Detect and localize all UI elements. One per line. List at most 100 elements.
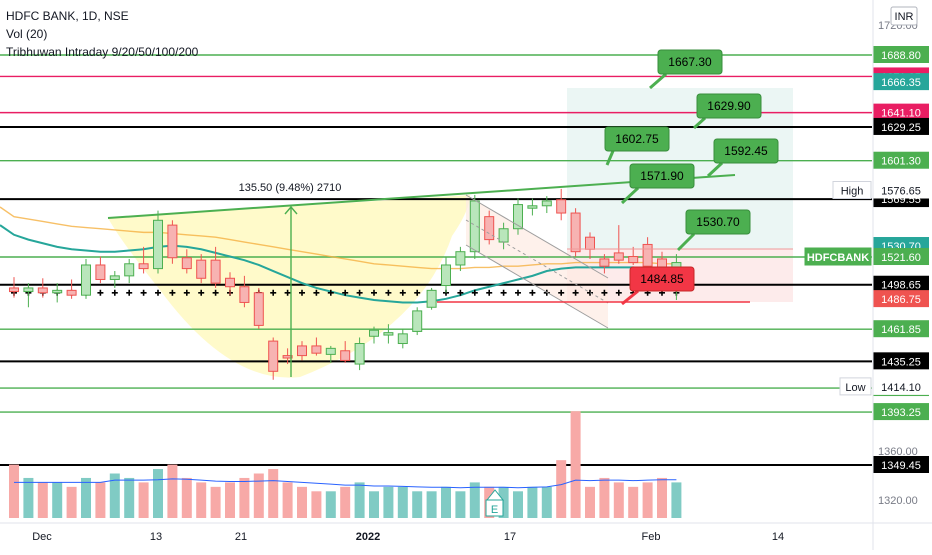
volume-bar xyxy=(469,482,480,518)
candle-body xyxy=(570,212,581,253)
candle-body xyxy=(340,350,351,361)
level-price-label: 1349.45 xyxy=(873,456,929,473)
level-price-label: 1641.10 xyxy=(873,103,929,121)
time-axis: Dec 13 21 2022 17 Feb 14 xyxy=(0,522,932,543)
candle-body xyxy=(52,289,63,294)
price-label-text: 1414.10 xyxy=(881,382,921,394)
axis-tag-text: HDFCBANK xyxy=(807,252,869,264)
candle xyxy=(340,341,351,363)
callouts: 1667.30 1629.90 1602.75 1592.45 1571.90 1530.… xyxy=(604,49,779,306)
plus-marker xyxy=(414,289,421,296)
candle-body xyxy=(469,200,480,253)
callout-box xyxy=(713,138,779,164)
candle xyxy=(613,225,624,264)
callout-label: 1592.45 xyxy=(724,144,768,158)
measure-label: 135.50 (9.48%) 2710 xyxy=(239,182,342,194)
volume-bar xyxy=(66,486,77,518)
price-label-bg xyxy=(873,275,929,293)
callout-label: 1530.70 xyxy=(696,215,740,229)
volume-bar xyxy=(311,491,322,518)
candle-body xyxy=(383,332,394,336)
price-label-bg xyxy=(873,46,929,63)
volume-indicator-label: Vol (20) xyxy=(6,27,47,41)
candle-body xyxy=(196,259,207,279)
volume-bar xyxy=(383,486,394,518)
candle-body xyxy=(181,257,192,270)
axis-price-label: 1666.35 xyxy=(873,73,929,91)
price-label-text: 1688.80 xyxy=(881,50,921,62)
volume-bar xyxy=(325,491,336,518)
candle xyxy=(383,324,394,344)
candle-body xyxy=(412,310,423,332)
candle-body xyxy=(513,204,523,230)
candle xyxy=(354,337,365,371)
candle xyxy=(513,198,523,235)
axis-tag-bg xyxy=(839,377,872,396)
axis-price-label: 1576.65 xyxy=(873,181,929,199)
candle xyxy=(397,329,408,349)
volume-bar xyxy=(527,486,538,518)
level-price-label: 1435.25 xyxy=(873,352,929,370)
volume-bar xyxy=(397,486,408,518)
candle-body xyxy=(153,219,163,270)
plus-marker xyxy=(385,289,392,296)
price-label-bg xyxy=(873,73,929,91)
candle xyxy=(167,220,178,264)
plus-marker xyxy=(299,289,305,296)
candle xyxy=(441,256,451,293)
volume-bar xyxy=(642,482,653,518)
earnings-icon-letter: E xyxy=(491,504,498,516)
volume-bar xyxy=(109,473,120,518)
callout-leader xyxy=(676,232,696,252)
volume-bar xyxy=(37,482,48,518)
callout-leader xyxy=(605,150,615,166)
plus-marker xyxy=(529,289,536,296)
candle-body xyxy=(297,345,307,357)
candle xyxy=(23,283,34,308)
volume-bar xyxy=(23,477,34,518)
callout-leader xyxy=(692,116,707,130)
callout-label: 1571.90 xyxy=(640,169,684,183)
plus-marker xyxy=(587,289,593,296)
candle-body xyxy=(484,216,495,241)
candle xyxy=(81,258,91,299)
candle-body xyxy=(109,275,120,280)
volume-bar xyxy=(354,482,365,518)
candle-body xyxy=(66,289,77,296)
volume-bar xyxy=(210,486,221,518)
candle-body xyxy=(124,263,135,277)
callout-box xyxy=(685,209,751,235)
candle xyxy=(426,287,437,310)
volume-bar xyxy=(181,477,192,518)
candle xyxy=(469,194,480,259)
axis-tag: Low xyxy=(839,377,872,396)
price-label-bg xyxy=(873,151,929,169)
candle xyxy=(225,272,235,296)
plus-marker xyxy=(97,289,104,296)
candle-body xyxy=(37,287,48,294)
candle-body xyxy=(23,287,34,293)
candles xyxy=(9,188,682,380)
plus-marker xyxy=(270,289,277,296)
plus-marker xyxy=(558,289,565,296)
candle xyxy=(196,254,207,284)
callout-leader xyxy=(649,72,667,90)
plus-marker xyxy=(155,289,161,296)
price-tick-label: 1320.00 xyxy=(878,495,918,507)
slow-ma-line xyxy=(0,206,677,270)
axis-tag-bg xyxy=(804,247,872,266)
currency-button[interactable]: INR xyxy=(890,6,918,26)
candle-body xyxy=(210,259,221,284)
candle xyxy=(311,337,322,356)
candle-body xyxy=(585,236,595,250)
price-callout: 1571.90 xyxy=(620,163,695,205)
price-callout: 1602.75 xyxy=(604,126,670,166)
time-tick-label: 2022 xyxy=(356,531,380,543)
candle-body xyxy=(253,292,264,326)
time-tick-label: 14 xyxy=(772,531,784,543)
candle xyxy=(9,277,19,298)
level-price-label: 1498.65 xyxy=(873,275,929,293)
price-label-text: 1461.85 xyxy=(881,324,921,336)
